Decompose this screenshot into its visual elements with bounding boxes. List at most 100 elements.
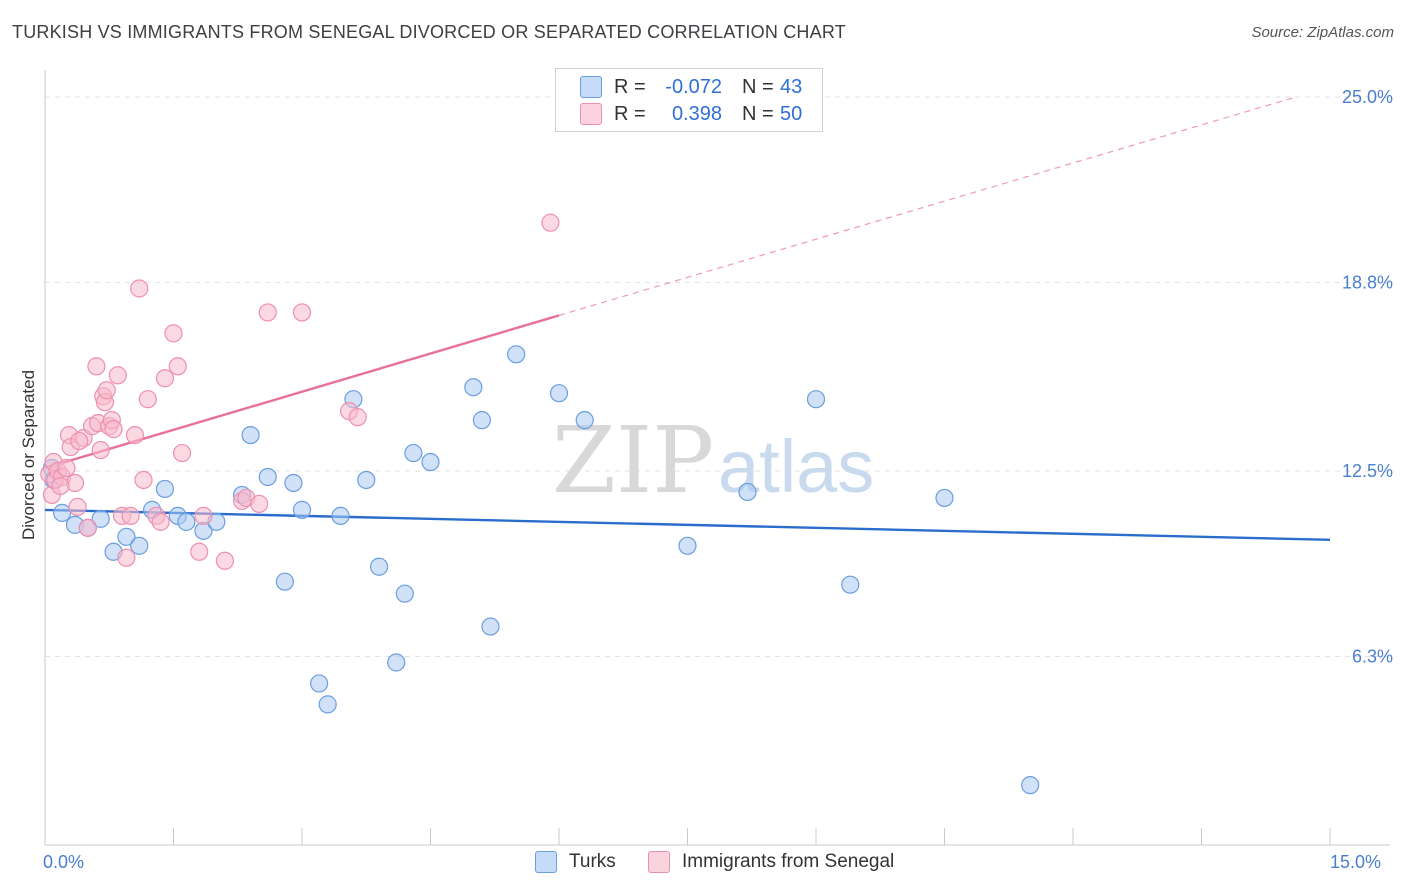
senegal-point-32 xyxy=(155,369,175,388)
axes xyxy=(44,70,1390,846)
senegal-point-45 xyxy=(348,408,367,427)
senegal-point-25 xyxy=(121,506,140,525)
legend-item-turks[interactable]: Turks xyxy=(535,851,616,873)
legend-swatch-senegal xyxy=(580,103,602,125)
senegal-point-12 xyxy=(78,518,97,537)
turks-point-10 xyxy=(155,479,175,499)
senegal-point-14 xyxy=(87,357,106,376)
trend-line-0 xyxy=(44,508,1331,542)
legend-r-label: R = xyxy=(614,75,646,98)
chart-title: TURKISH VS IMMIGRANTS FROM SENEGAL DIVOR… xyxy=(12,22,846,42)
legend-row-senegal: R = 0.398 N = 50 xyxy=(580,101,802,127)
turks-point-20 xyxy=(292,500,312,519)
senegal-point-33 xyxy=(164,324,183,343)
senegal-point-47 xyxy=(70,431,89,451)
senegal-point-35 xyxy=(172,443,192,463)
turks-point-38 xyxy=(738,482,757,502)
turks-point-29 xyxy=(404,443,423,463)
senegal-point-36 xyxy=(190,542,209,561)
turks-point-37 xyxy=(678,536,697,555)
legend-r-value: -0.072 xyxy=(665,75,722,98)
turks-point-33 xyxy=(481,617,500,636)
turks-point-36 xyxy=(575,411,594,430)
turks-point-16 xyxy=(241,425,260,445)
turks-point-8 xyxy=(130,536,149,555)
series-legend: Turks Immigrants from Senegal xyxy=(0,851,1406,879)
turks-point-23 xyxy=(331,506,350,525)
turks-point-34 xyxy=(507,345,526,364)
turks-point-17 xyxy=(258,467,277,487)
senegal-point-28 xyxy=(134,470,153,490)
x-ticks xyxy=(44,828,1331,845)
turks-point-35 xyxy=(549,384,569,403)
legend-swatch-turks xyxy=(580,76,602,98)
senegal-point-29 xyxy=(138,390,157,409)
turks-point-39 xyxy=(806,390,826,409)
watermark: ZIP atlas xyxy=(552,407,874,514)
senegal-point-34 xyxy=(168,357,187,376)
grid-lines xyxy=(45,96,1390,658)
y-tick-label-3: 25.0% xyxy=(1342,87,1393,107)
turks-point-21 xyxy=(310,674,329,693)
source-credit: Source: ZipAtlas.com xyxy=(1251,24,1394,41)
legend-n-label: N = xyxy=(742,75,774,98)
senegal-point-48 xyxy=(51,476,70,496)
senegal-point-9 xyxy=(65,473,85,493)
senegal-point-46 xyxy=(541,213,560,232)
x-max-label: 15.0% xyxy=(1330,852,1382,872)
legend-n-label: N = xyxy=(742,102,774,125)
senegal-point-41 xyxy=(250,494,269,514)
turks-point-30 xyxy=(421,452,440,472)
legend-n-value: 43 xyxy=(780,75,803,98)
trend-line-1 xyxy=(44,314,560,470)
turks-label: Turks xyxy=(569,851,616,872)
senegal-point-31 xyxy=(151,512,170,531)
senegal-point-43 xyxy=(292,303,312,322)
turks-point-28 xyxy=(395,584,414,603)
legend-r-label: R = xyxy=(614,102,646,125)
senegal-point-37 xyxy=(194,506,213,525)
turks-point-41 xyxy=(935,488,954,508)
turks-point-5 xyxy=(91,509,110,528)
turks-point-40 xyxy=(841,575,860,594)
turks-point-7 xyxy=(117,527,136,546)
data-points xyxy=(40,213,1040,795)
senegal-point-42 xyxy=(258,303,277,322)
senegal-point-49 xyxy=(97,381,116,400)
turks-point-25 xyxy=(357,470,376,490)
y-tick-labels: 6.3% 12.5% 18.8% 25.0% xyxy=(1342,87,1393,667)
senegal-point-21 xyxy=(104,420,123,439)
y-tick-label-2: 18.8% xyxy=(1342,273,1393,293)
legend-item-senegal[interactable]: Immigrants from Senegal xyxy=(648,851,894,873)
turks-point-27 xyxy=(387,653,406,672)
senegal-point-10 xyxy=(68,497,87,517)
y-tick-label-0: 6.3% xyxy=(1352,647,1393,667)
turks-point-18 xyxy=(275,572,294,591)
senegal-point-16 xyxy=(91,440,110,460)
turks-swatch xyxy=(535,851,557,873)
turks-point-19 xyxy=(284,473,303,493)
turks-point-12 xyxy=(177,512,196,531)
senegal-point-27 xyxy=(130,279,149,298)
senegal-point-22 xyxy=(108,366,127,385)
legend-n-value: 50 xyxy=(780,102,803,125)
y-tick-label-1: 12.5% xyxy=(1342,461,1393,481)
x-min-label: 0.0% xyxy=(43,852,85,872)
turks-point-2 xyxy=(53,503,72,522)
turks-point-26 xyxy=(370,557,389,576)
senegal-point-6 xyxy=(57,458,76,478)
stats-legend: R = -0.072 N = 43 R = 0.398 N = 50 xyxy=(555,68,823,132)
senegal-label: Immigrants from Senegal xyxy=(682,851,895,872)
turks-point-42 xyxy=(1021,776,1040,795)
legend-row-turks: R = -0.072 N = 43 xyxy=(580,74,802,100)
senegal-point-26 xyxy=(125,425,145,445)
turks-point-22 xyxy=(318,695,337,714)
turks-point-32 xyxy=(472,411,491,430)
legend-r-value: 0.398 xyxy=(671,102,722,125)
senegal-swatch xyxy=(648,851,670,873)
y-axis-label: Divorced or Separated xyxy=(19,370,38,540)
trend-extension-1 xyxy=(558,96,1296,316)
senegal-point-38 xyxy=(215,551,234,570)
turks-point-31 xyxy=(464,378,483,397)
